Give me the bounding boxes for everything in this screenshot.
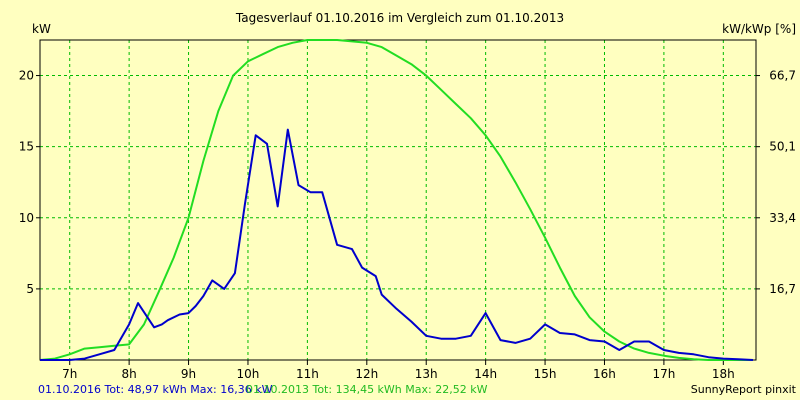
series-line-01.10.2016 xyxy=(40,128,754,361)
x-tick-label: 17h xyxy=(652,367,675,381)
x-tick-label: 13h xyxy=(415,367,438,381)
x-tick-label: 18h xyxy=(712,367,735,381)
axis-ticks: 7h 8h 9h 10h 11h 12h 13h 14h 15h 16h 17h 18h 5 16,7 10… xyxy=(19,69,796,381)
y-tick-label-left: 15 xyxy=(19,140,34,154)
series-line-01.10.2013 xyxy=(39,39,753,361)
y-tick-label-left: 10 xyxy=(19,211,34,225)
x-tick-label: 12h xyxy=(355,367,378,381)
y-tick-label-right: 66,7 xyxy=(769,69,796,83)
footer-credit: SunnyReport pinxit xyxy=(691,383,797,396)
y-tick-label-right: 33,4 xyxy=(769,211,796,225)
x-tick-label: 8h xyxy=(122,367,137,381)
y-tick-label-right: 16,7 xyxy=(769,282,796,296)
series-lines xyxy=(39,39,754,361)
y-tick-label-right: 50,1 xyxy=(769,140,796,154)
y-axis-label-right: kW/kWp [%] xyxy=(722,22,796,36)
x-tick-label: 7h xyxy=(62,367,77,381)
x-tick-label: 9h xyxy=(181,367,196,381)
x-tick-label: 14h xyxy=(474,367,497,381)
chart-title: Tagesverlauf 01.10.2016 im Vergleich zum… xyxy=(235,11,564,25)
footer-series-2013: 01.10.2013 Tot: 134,45 kWh Max: 22,52 kW xyxy=(246,383,488,396)
y-axis-label-left: kW xyxy=(32,22,51,36)
footer-series-2016: 01.10.2016 Tot: 48,97 kWh Max: 16,36 kW xyxy=(38,383,273,396)
x-tick-label: 16h xyxy=(593,367,616,381)
x-tick-label: 11h xyxy=(296,367,319,381)
x-tick-label: 15h xyxy=(534,367,557,381)
x-tick-label: 10h xyxy=(237,367,260,381)
grid-lines xyxy=(40,40,756,360)
y-tick-label-left: 20 xyxy=(19,69,34,83)
y-tick-label-left: 5 xyxy=(26,282,34,296)
plot-frame xyxy=(39,39,757,361)
